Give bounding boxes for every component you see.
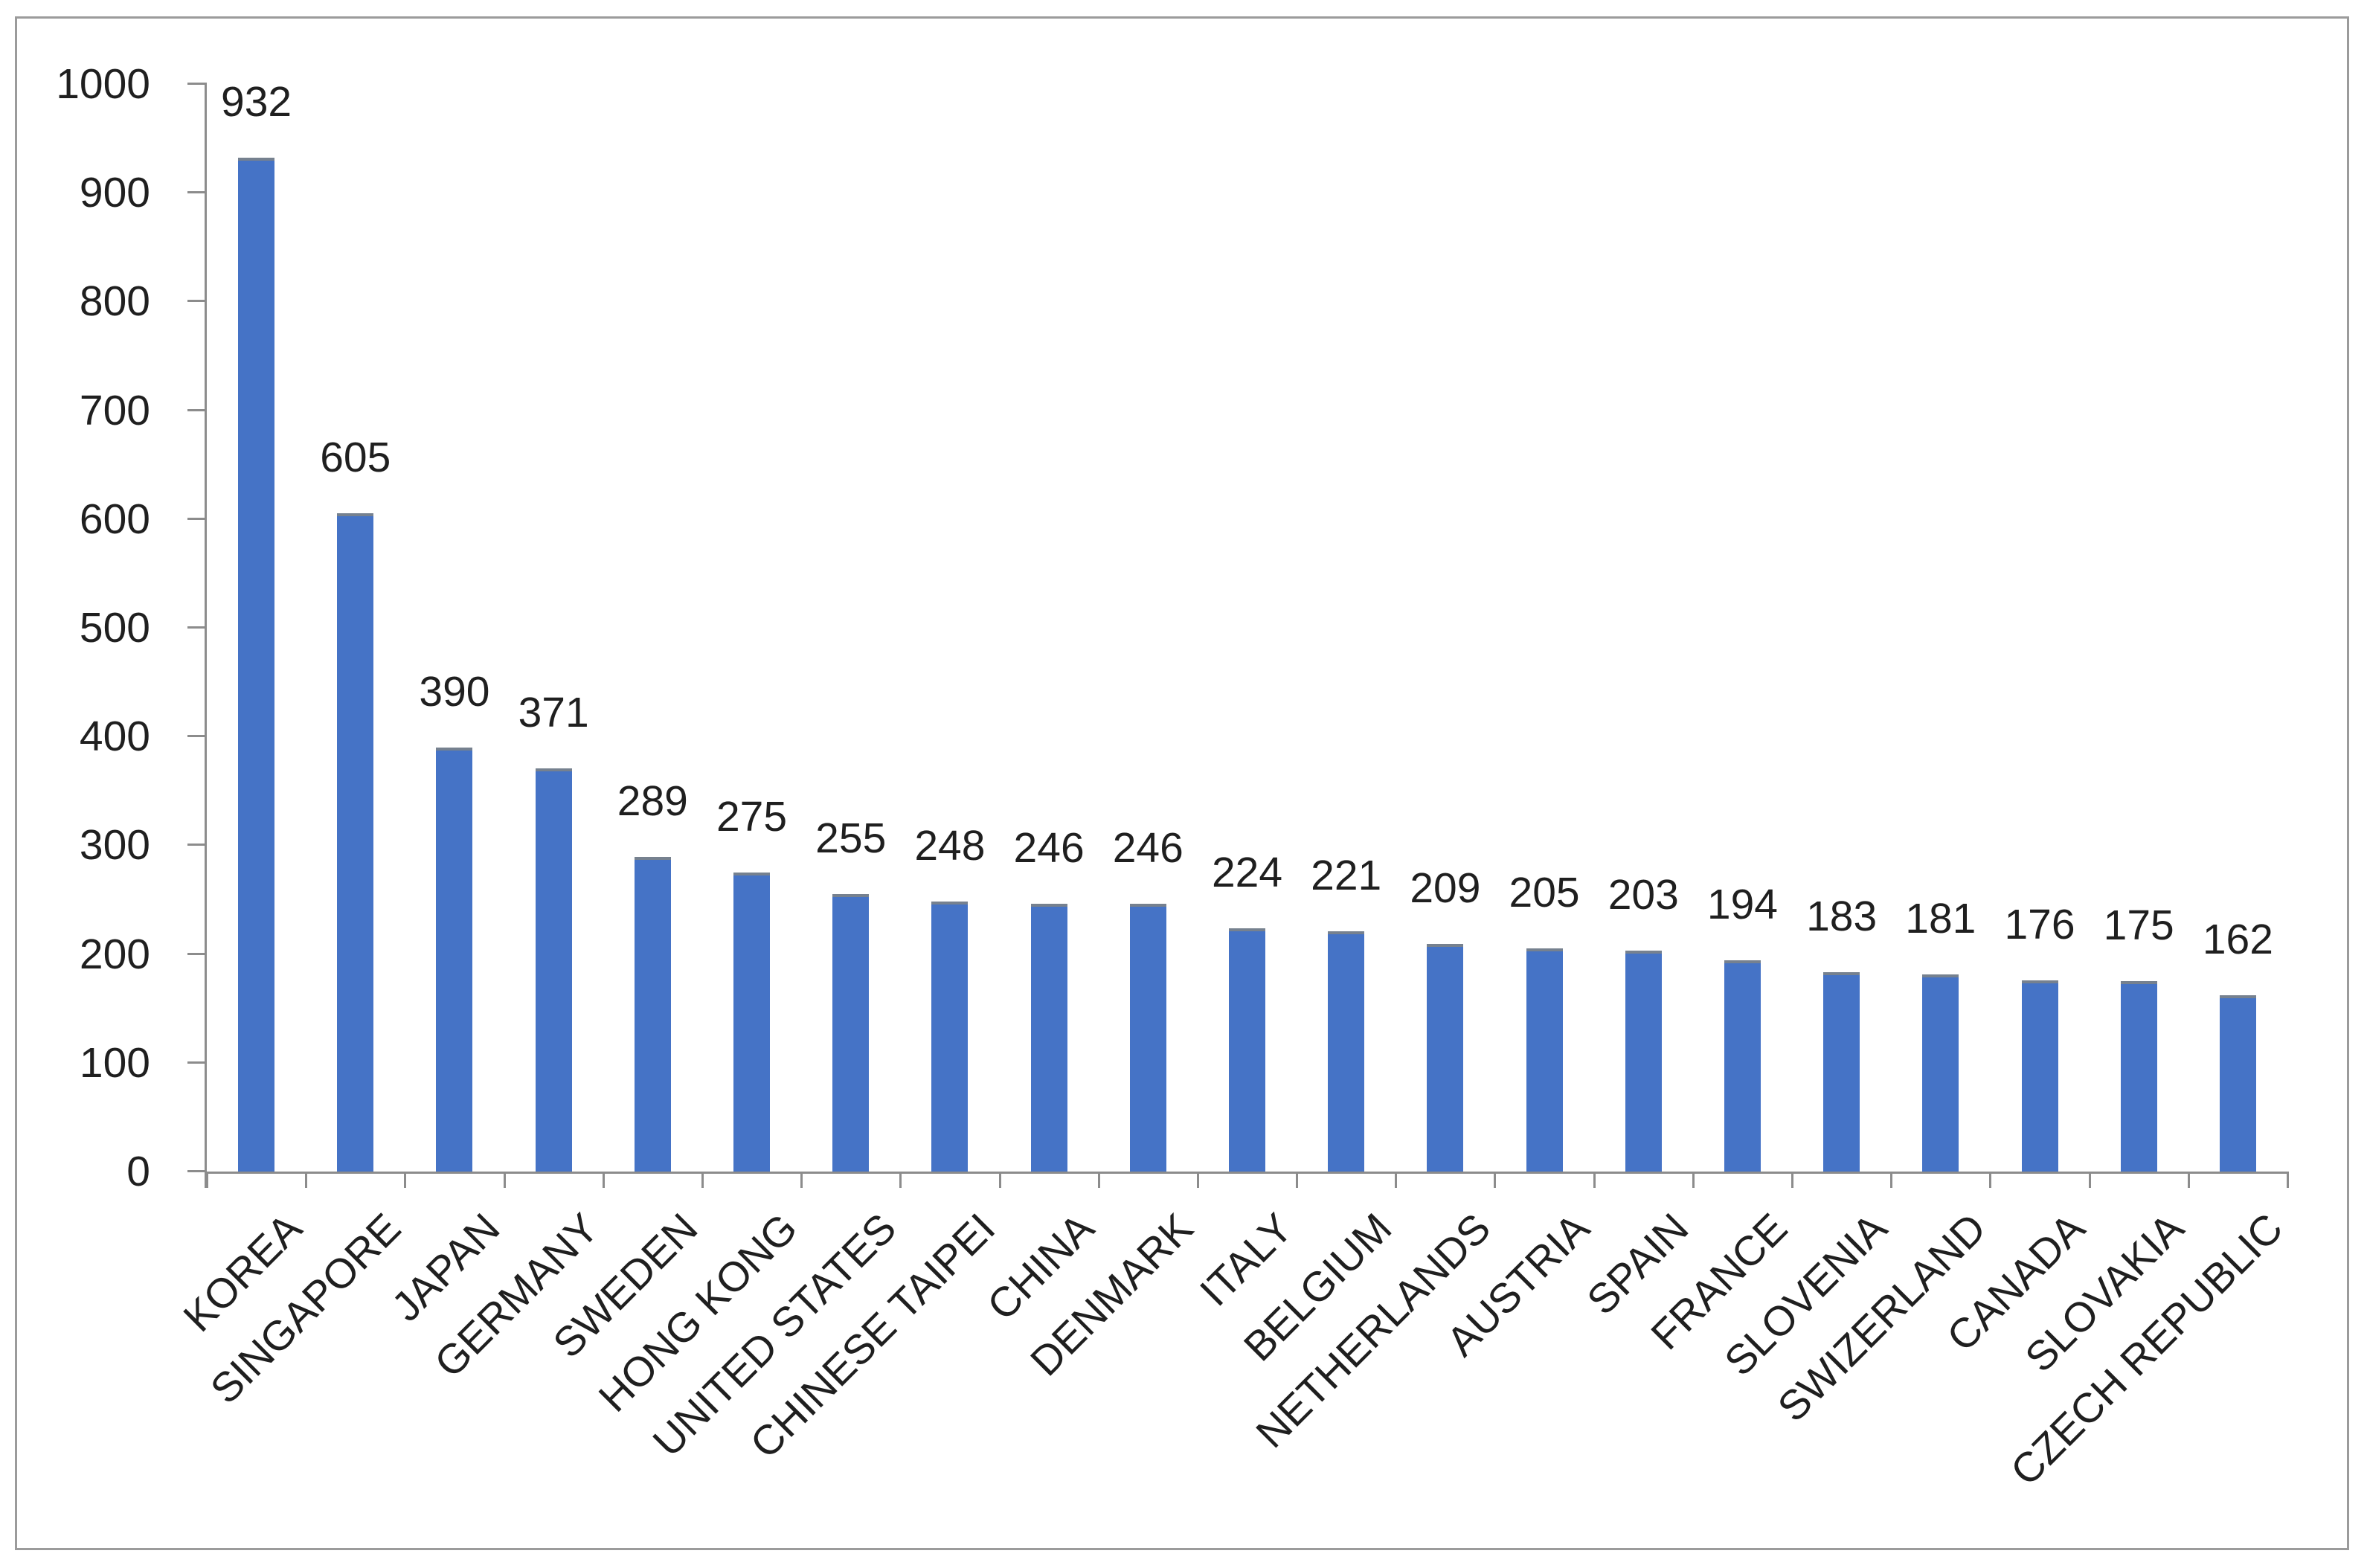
x-axis-tick xyxy=(1692,1172,1695,1188)
y-axis-tick-label: 500 xyxy=(79,604,150,652)
x-axis-tick xyxy=(800,1172,803,1188)
bar-czech-republic xyxy=(2219,995,2256,1172)
y-axis-tick xyxy=(187,626,207,629)
x-axis-tick xyxy=(1097,1172,1100,1188)
bar-swizerland xyxy=(1922,974,1959,1172)
bar-korea xyxy=(238,158,275,1172)
y-axis-tick-label: 200 xyxy=(79,930,150,978)
x-axis-tick xyxy=(899,1172,902,1188)
value-label-singapore: 605 xyxy=(320,434,391,482)
y-axis-tick-label: 900 xyxy=(79,169,150,217)
x-axis-tick xyxy=(2088,1172,2091,1188)
y-axis-tick-label: 600 xyxy=(79,495,150,543)
bar-china xyxy=(1030,904,1067,1172)
bar-netherlands xyxy=(1427,944,1464,1172)
value-label-denmark: 246 xyxy=(1112,824,1184,873)
y-axis-tick xyxy=(187,844,207,846)
x-axis-tick xyxy=(305,1172,308,1188)
y-axis-tick xyxy=(187,191,207,194)
y-axis-tick-label: 0 xyxy=(126,1148,150,1195)
value-label-italy: 224 xyxy=(1211,848,1283,896)
chart-frame: 0 100 200 300 400 500 600 700 800 900 1000 932 KOREA… xyxy=(15,16,2349,1550)
x-axis-tick xyxy=(1791,1172,1794,1188)
x-axis-tick xyxy=(602,1172,605,1188)
value-label-netherlands: 209 xyxy=(1410,864,1481,913)
x-axis-tick xyxy=(2187,1172,2190,1188)
y-axis-tick xyxy=(187,300,207,303)
y-axis-tick xyxy=(187,408,207,411)
bar-spain xyxy=(1625,951,1662,1172)
value-label-slovakia: 175 xyxy=(2103,902,2174,950)
x-axis-tick xyxy=(1196,1172,1199,1188)
y-axis-tick-label: 800 xyxy=(79,277,150,326)
value-label-chinese-taipei: 248 xyxy=(914,822,986,870)
x-axis-tick xyxy=(2287,1172,2289,1188)
x-axis-tick xyxy=(1296,1172,1299,1188)
value-label-france: 194 xyxy=(1706,881,1778,929)
y-axis-tick-label: 300 xyxy=(79,821,150,870)
x-axis-tick xyxy=(701,1172,704,1188)
x-axis-line xyxy=(205,1172,2287,1174)
bar-sweden xyxy=(634,857,671,1172)
bar-chinese-taipei xyxy=(931,902,969,1172)
bar-japan xyxy=(436,747,473,1172)
x-axis-label-korea: KOREA xyxy=(173,1204,311,1341)
y-axis-line xyxy=(205,83,207,1188)
x-axis-tick xyxy=(1890,1172,1893,1188)
x-axis-tick xyxy=(1989,1172,1992,1188)
bar-belgium xyxy=(1328,931,1365,1172)
bar-slovenia xyxy=(1823,972,1860,1172)
y-axis-tick xyxy=(187,952,207,955)
bar-italy xyxy=(1229,928,1265,1172)
y-axis-tick-label: 1000 xyxy=(56,60,150,108)
y-axis-tick xyxy=(187,1170,207,1172)
y-axis-tick xyxy=(187,83,207,85)
bar-germany xyxy=(535,768,572,1172)
value-label-slovenia: 183 xyxy=(1806,893,1878,941)
bar-denmark xyxy=(1129,904,1166,1172)
y-axis-tick xyxy=(187,735,207,738)
bar-hong-kong xyxy=(733,872,771,1172)
value-label-sweden: 289 xyxy=(617,777,688,826)
value-label-spain: 203 xyxy=(1608,871,1679,919)
value-label-hong-kong: 275 xyxy=(716,792,788,841)
value-label-united-states: 255 xyxy=(815,814,887,863)
x-axis-tick xyxy=(503,1172,506,1188)
value-label-belgium: 221 xyxy=(1311,851,1382,899)
x-axis-tick xyxy=(1395,1172,1398,1188)
bar-slovakia xyxy=(2120,981,2157,1172)
value-label-korea: 932 xyxy=(221,78,292,126)
x-axis-tick xyxy=(206,1172,208,1188)
y-axis-tick-label: 700 xyxy=(79,386,150,434)
value-label-austria: 205 xyxy=(1509,869,1580,917)
value-label-canada: 176 xyxy=(2004,900,2075,948)
value-label-japan: 390 xyxy=(419,667,490,716)
bar-singapore xyxy=(337,513,374,1172)
value-label-swizerland: 181 xyxy=(1905,895,1976,943)
x-axis-tick xyxy=(1593,1172,1596,1188)
value-label-czech-republic: 162 xyxy=(2202,916,2273,964)
y-axis-tick-label: 100 xyxy=(79,1038,150,1087)
bar-france xyxy=(1724,960,1761,1172)
bar-austria xyxy=(1526,948,1563,1172)
y-axis-tick xyxy=(187,517,207,520)
x-axis-tick xyxy=(1494,1172,1497,1188)
y-axis-tick-label: 400 xyxy=(79,713,150,761)
x-axis-tick xyxy=(998,1172,1001,1188)
bar-united-states xyxy=(832,894,870,1172)
value-label-germany: 371 xyxy=(518,688,589,736)
value-label-china: 246 xyxy=(1013,824,1085,873)
x-axis-tick xyxy=(404,1172,407,1188)
bar-canada xyxy=(2021,980,2058,1172)
y-axis-tick xyxy=(187,1061,207,1064)
